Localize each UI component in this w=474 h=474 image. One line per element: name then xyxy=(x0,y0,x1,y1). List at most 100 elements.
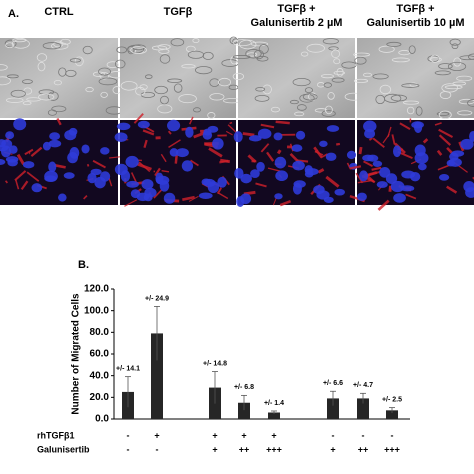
micrographs xyxy=(0,36,474,211)
cell xyxy=(401,83,420,88)
nucleus xyxy=(376,181,388,188)
fiber xyxy=(275,120,290,125)
fiber xyxy=(446,185,458,194)
nucleus xyxy=(460,138,474,150)
fiber xyxy=(142,129,155,136)
fiber xyxy=(216,187,223,195)
fiber xyxy=(24,148,34,156)
phase-image xyxy=(357,38,474,118)
column-header: TGFβ + xyxy=(277,3,315,15)
fiber xyxy=(260,123,275,129)
nucleus xyxy=(22,161,35,169)
cell xyxy=(5,97,24,103)
nucleus xyxy=(8,145,18,154)
row-cell: +++ xyxy=(266,444,282,454)
cell xyxy=(114,59,126,69)
fiber xyxy=(130,172,137,183)
fiber xyxy=(371,166,382,171)
nucleus xyxy=(87,172,97,184)
y-tick-label: 120.0 xyxy=(84,284,109,295)
cell xyxy=(336,67,344,77)
cell xyxy=(194,66,213,75)
nucleus xyxy=(130,189,141,199)
cell xyxy=(456,75,473,82)
cell xyxy=(333,70,345,75)
fiber xyxy=(109,156,121,159)
row-cell: + xyxy=(241,430,246,440)
cell xyxy=(296,104,307,111)
error-label: +/- 24.9 xyxy=(145,295,169,302)
fiber xyxy=(377,199,390,211)
nucleus xyxy=(250,169,260,178)
nucleus xyxy=(163,192,176,204)
cell xyxy=(378,45,395,53)
fiber xyxy=(436,149,443,156)
fiber xyxy=(20,180,29,190)
cell xyxy=(178,94,197,104)
cell xyxy=(23,87,33,95)
nucleus xyxy=(438,173,450,181)
fiber xyxy=(315,149,319,153)
nucleus xyxy=(58,193,67,202)
fiber xyxy=(15,179,20,190)
nucleus xyxy=(291,144,303,152)
cell xyxy=(116,46,128,54)
cell xyxy=(409,82,418,87)
nucleus xyxy=(240,173,252,184)
cell xyxy=(323,82,333,88)
cell xyxy=(331,49,341,59)
cell xyxy=(408,45,416,54)
cell xyxy=(255,87,266,92)
cell xyxy=(51,105,67,113)
nucleus xyxy=(100,171,111,182)
nucleus xyxy=(248,135,262,142)
cell xyxy=(302,93,318,101)
cell xyxy=(120,81,138,91)
fiber xyxy=(54,163,66,169)
nucleus xyxy=(217,176,227,188)
error-label: +/- 1.4 xyxy=(264,400,284,407)
cell xyxy=(218,77,232,87)
nucleus xyxy=(0,158,6,166)
column-header: Galunisertib 10 µM xyxy=(366,17,464,29)
cell xyxy=(353,52,370,57)
cell xyxy=(0,64,8,71)
cell xyxy=(386,41,402,47)
fiber xyxy=(372,137,385,148)
cell xyxy=(444,85,463,90)
cell xyxy=(363,72,372,78)
fiber xyxy=(182,195,195,202)
cell xyxy=(306,43,325,53)
fiber xyxy=(267,167,281,172)
nucleus xyxy=(137,120,150,129)
cell xyxy=(324,105,333,115)
nucleus xyxy=(401,170,416,179)
cell xyxy=(391,57,410,63)
nucleus xyxy=(48,139,62,148)
y-axis-label: Number of Migrated Cells xyxy=(71,293,82,415)
cell xyxy=(207,112,216,119)
nucleus xyxy=(390,180,405,193)
cell xyxy=(74,56,84,67)
fiber xyxy=(208,147,223,158)
fiber xyxy=(255,182,267,188)
bar xyxy=(386,410,398,419)
fiber xyxy=(26,171,40,182)
nucleus xyxy=(5,156,19,163)
y-tick-label: 20.0 xyxy=(90,392,110,403)
fiber xyxy=(320,153,328,159)
nucleus xyxy=(334,188,345,196)
nucleus xyxy=(13,118,27,131)
cell xyxy=(321,73,334,79)
cell xyxy=(98,67,111,76)
nucleus xyxy=(64,130,77,141)
cell xyxy=(60,38,71,45)
column-header: TGFβ xyxy=(164,6,193,18)
nucleus xyxy=(5,131,15,140)
fiber xyxy=(349,165,362,170)
cell xyxy=(151,45,167,51)
fiber xyxy=(422,138,429,144)
cell xyxy=(289,99,299,105)
nucleus xyxy=(367,154,379,162)
nucleus xyxy=(185,126,194,138)
